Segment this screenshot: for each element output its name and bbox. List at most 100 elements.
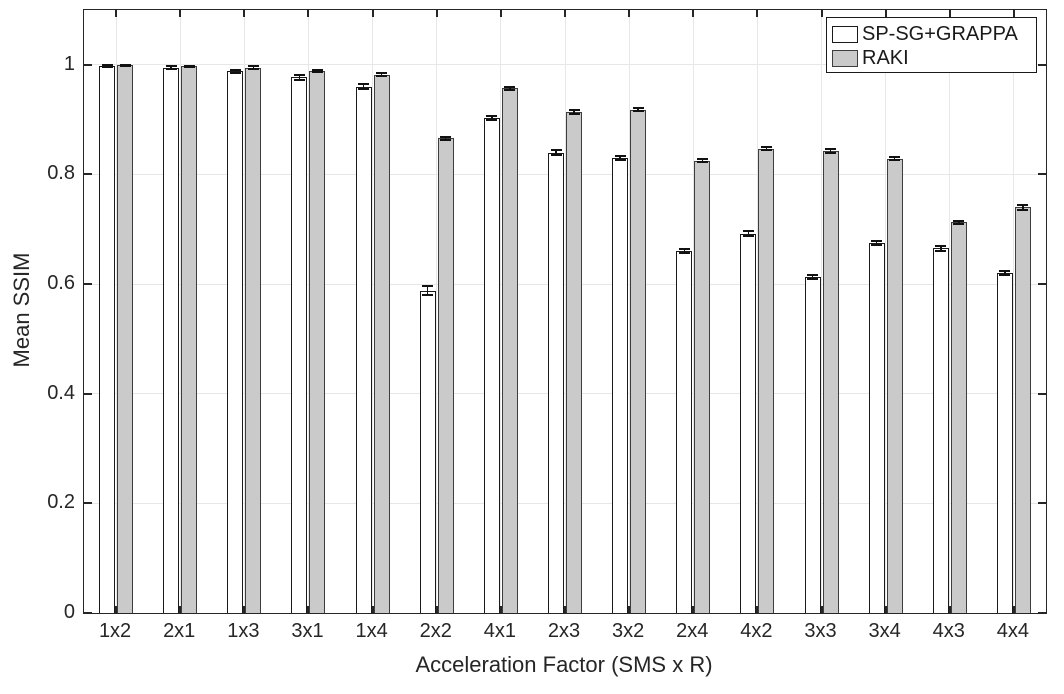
- v-gridline: [436, 10, 438, 613]
- x-tick-label-4x2: 4x2: [740, 620, 773, 642]
- x-tick-top: [115, 10, 118, 17]
- x-tick-label-1x4: 1x4: [355, 620, 388, 642]
- error-bar-spsggrappa-3x2: [619, 155, 621, 161]
- error-bar-spsggrappa-1x2: [106, 64, 108, 67]
- x-tick-top: [307, 10, 310, 17]
- x-tick-top: [628, 10, 631, 17]
- x-tick-top: [756, 10, 759, 17]
- legend-row-raki: RAKI: [832, 46, 1036, 70]
- error-bar-spsggrappa-4x2: [747, 231, 750, 236]
- error-cap-top-spsggrappa-2x2: [422, 285, 434, 288]
- x-tick-top: [820, 10, 823, 17]
- y-tick-left: [84, 283, 92, 286]
- bar-spsggrappa-2x3: [548, 152, 564, 613]
- error-bar-raki-3x1: [316, 69, 319, 72]
- error-cap-top-raki-3x3: [825, 148, 837, 151]
- error-cap-bottom-spsggrappa-2x2: [422, 294, 434, 297]
- error-cap-bottom-raki-1x4: [376, 75, 388, 78]
- x-tick-top: [179, 10, 182, 17]
- error-bar-raki-2x4: [701, 159, 704, 163]
- error-cap-top-spsggrappa-1x3: [229, 68, 241, 71]
- bar-spsggrappa-1x3: [227, 71, 244, 613]
- y-tick-left: [84, 612, 92, 614]
- v-gridline: [756, 10, 758, 613]
- x-tick-label-1x2: 1x2: [98, 620, 132, 642]
- x-tick-top: [435, 10, 438, 17]
- error-cap-top-raki-2x1: [183, 64, 195, 67]
- error-cap-bottom-spsggrappa-2x4: [678, 252, 690, 255]
- error-cap-top-raki-4x2: [760, 146, 772, 149]
- v-gridline: [243, 10, 245, 613]
- error-cap-bottom-spsggrappa-3x3: [807, 278, 819, 281]
- error-cap-top-raki-1x3: [247, 65, 259, 68]
- error-cap-bottom-raki-4x3: [953, 222, 965, 225]
- v-gridline: [1013, 10, 1015, 613]
- bar-raki-2x3: [566, 111, 582, 613]
- v-gridline: [307, 10, 309, 613]
- y-tick-right: [1038, 502, 1046, 505]
- error-cap-bottom-spsggrappa-1x2: [101, 66, 113, 68]
- error-cap-bottom-raki-3x1: [311, 70, 323, 73]
- x-tick-label-1x3: 1x3: [227, 620, 260, 642]
- error-cap-top-spsggrappa-2x4: [678, 248, 690, 250]
- v-gridline: [821, 10, 823, 613]
- bar-spsggrappa-2x1: [163, 67, 180, 613]
- error-cap-top-raki-4x4: [1017, 204, 1029, 207]
- error-cap-top-spsggrappa-3x2: [614, 154, 626, 157]
- x-tick-bottom: [115, 606, 118, 613]
- bar-raki-3x3: [822, 150, 839, 613]
- bar-spsggrappa-3x3: [804, 276, 821, 613]
- x-tick-bottom: [756, 606, 759, 613]
- error-cap-bottom-raki-2x2: [440, 138, 452, 141]
- bar-raki-1x2: [117, 65, 134, 613]
- x-tick-top: [371, 10, 374, 17]
- error-cap-bottom-raki-4x2: [760, 149, 772, 152]
- y-tick-left: [84, 173, 92, 176]
- error-cap-bottom-spsggrappa-2x3: [550, 154, 562, 157]
- error-cap-top-spsggrappa-3x1: [293, 74, 305, 77]
- x-tick-top: [948, 10, 951, 17]
- error-bar-raki-1x4: [380, 73, 383, 77]
- bar-spsggrappa-4x3: [932, 248, 949, 613]
- error-cap-bottom-raki-3x3: [825, 151, 837, 154]
- x-tick-bottom: [179, 606, 182, 613]
- x-tick-label-2x2: 2x2: [419, 620, 452, 642]
- error-cap-bottom-spsggrappa-4x4: [999, 274, 1011, 277]
- error-bar-raki-4x1: [509, 86, 511, 91]
- error-cap-bottom-spsggrappa-1x3: [229, 72, 241, 75]
- bar-spsggrappa-1x4: [355, 86, 372, 613]
- error-cap-top-raki-2x2: [440, 135, 452, 138]
- error-cap-top-raki-3x1: [311, 68, 323, 71]
- legend: SP-SG+GRAPPA RAKI: [826, 17, 1037, 73]
- bar-spsggrappa-2x2: [419, 290, 436, 613]
- error-cap-top-raki-3x4: [889, 155, 901, 158]
- y-tick-label-0.6: 0.6: [47, 272, 75, 295]
- x-tick-label-2x3: 2x3: [547, 620, 581, 642]
- x-tick-label-3x2: 3x2: [612, 620, 645, 642]
- error-cap-bottom-raki-3x4: [889, 159, 901, 162]
- y-tick-right: [1038, 392, 1046, 395]
- y-axis-label: Mean SSIM: [9, 252, 34, 368]
- x-tick-bottom: [948, 606, 951, 613]
- error-cap-top-spsggrappa-3x3: [807, 273, 819, 276]
- legend-swatch: [832, 25, 858, 43]
- error-bar-spsggrappa-4x4: [1004, 270, 1006, 276]
- error-bar-raki-3x4: [893, 156, 896, 161]
- error-bar-spsggrappa-3x4: [875, 240, 878, 246]
- error-cap-bottom-raki-3x2: [632, 110, 644, 113]
- bar-spsggrappa-3x2: [612, 158, 629, 613]
- bar-raki-2x1: [181, 66, 198, 613]
- error-bar-raki-1x3: [252, 66, 255, 69]
- y-tick-left: [84, 392, 92, 395]
- bar-raki-4x3: [950, 222, 967, 613]
- legend-row-spsggrappa: SP-SG+GRAPPA: [832, 22, 1036, 46]
- y-tick-label-0.2: 0.2: [47, 491, 75, 514]
- error-cap-bottom-raki-2x4: [696, 161, 708, 164]
- bar-raki-2x4: [694, 160, 711, 613]
- error-cap-top-spsggrappa-4x4: [999, 269, 1011, 272]
- x-tick-label-4x1: 4x1: [483, 620, 516, 642]
- y-tick-left: [84, 502, 92, 505]
- bar-raki-2x2: [437, 138, 454, 613]
- v-gridline: [500, 10, 502, 613]
